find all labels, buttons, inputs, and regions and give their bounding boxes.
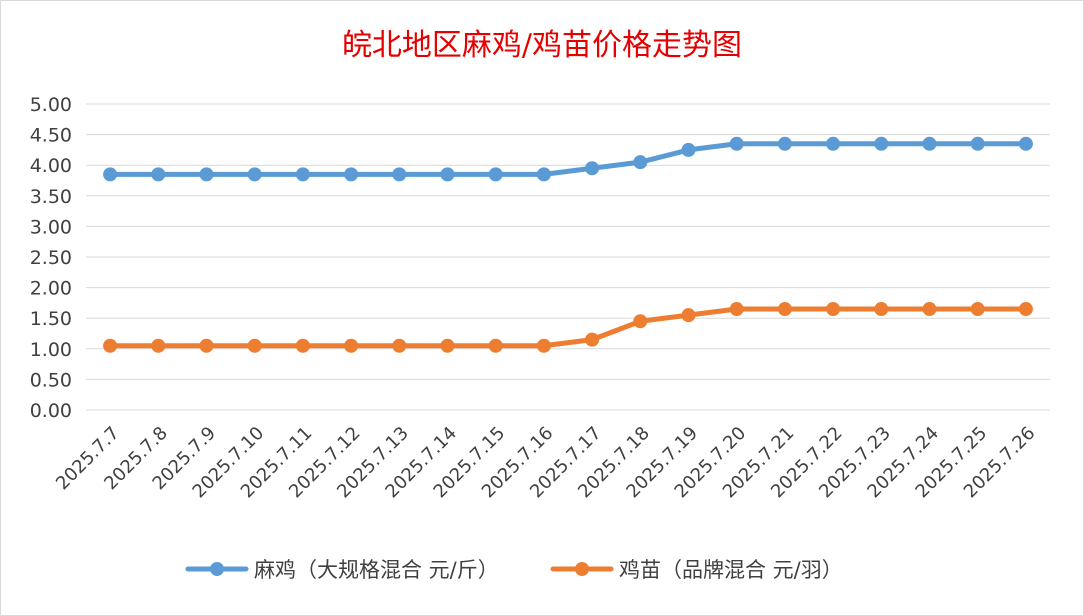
data-point [295, 167, 310, 182]
data-point [536, 167, 551, 182]
data-point [344, 167, 359, 182]
data-point [826, 302, 841, 317]
data-point [922, 136, 937, 151]
data-point [392, 338, 407, 353]
data-point [199, 338, 214, 353]
y-tick-label: 0.00 [30, 400, 72, 422]
series-line [107, 141, 1029, 177]
series-group [103, 136, 1033, 353]
y-tick-label: 2.50 [30, 247, 72, 269]
data-point [874, 136, 889, 151]
legend-label: 鸡苗（品牌混合 元/羽） [619, 558, 843, 582]
data-point [440, 167, 455, 182]
data-point [536, 338, 551, 353]
legend-label: 麻鸡（大规格混合 元/斤） [254, 558, 499, 582]
data-point [392, 167, 407, 182]
data-point [874, 302, 889, 317]
data-point [440, 338, 455, 353]
y-tick-label: 1.00 [30, 339, 72, 361]
data-point [1018, 136, 1033, 151]
data-point [199, 167, 214, 182]
y-tick-label: 4.50 [30, 125, 72, 147]
data-point [103, 167, 118, 182]
gridlines [86, 103, 1050, 411]
series-line [107, 306, 1029, 349]
data-point [681, 142, 696, 157]
data-point [729, 302, 744, 317]
data-point [970, 302, 985, 317]
chart-title: 皖北地区麻鸡/鸡苗价格走势图 [342, 28, 742, 63]
data-point [633, 155, 648, 170]
data-point [633, 314, 648, 329]
data-point [247, 167, 262, 182]
data-point [151, 167, 166, 182]
data-point [681, 308, 696, 323]
data-point [585, 161, 600, 176]
data-point [151, 338, 166, 353]
y-tick-label: 2.00 [30, 278, 72, 300]
y-axis-ticks: 0.00 0.50 1.00 1.50 2.00 2.50 3.00 3.50 4.00 4.50… [30, 94, 72, 422]
legend-item: 鸡苗（品牌混合 元/羽） [550, 558, 843, 582]
data-point [488, 167, 503, 182]
data-point [970, 136, 985, 151]
data-point [247, 338, 262, 353]
data-point [1018, 302, 1033, 317]
data-point [922, 302, 937, 317]
legend: 麻鸡（大规格混合 元/斤） 鸡苗（品牌混合 元/羽） [185, 558, 843, 582]
data-point [729, 136, 744, 151]
data-point [344, 338, 359, 353]
series-0 [103, 136, 1033, 182]
data-point [103, 338, 118, 353]
data-point [777, 302, 792, 317]
y-tick-label: 3.00 [30, 216, 72, 238]
data-point [826, 136, 841, 151]
series-1 [103, 302, 1033, 353]
legend-dot-marker [575, 562, 589, 576]
legend-item: 麻鸡（大规格混合 元/斤） [185, 558, 499, 582]
y-tick-label: 0.50 [30, 369, 72, 391]
data-point [585, 332, 600, 347]
y-tick-label: 1.50 [30, 308, 72, 330]
y-tick-label: 3.50 [30, 186, 72, 208]
y-tick-label: 5.00 [30, 94, 72, 116]
y-tick-label: 4.00 [30, 155, 72, 177]
legend-dot-marker [210, 562, 224, 576]
data-point [777, 136, 792, 151]
data-point [488, 338, 503, 353]
data-point [295, 338, 310, 353]
